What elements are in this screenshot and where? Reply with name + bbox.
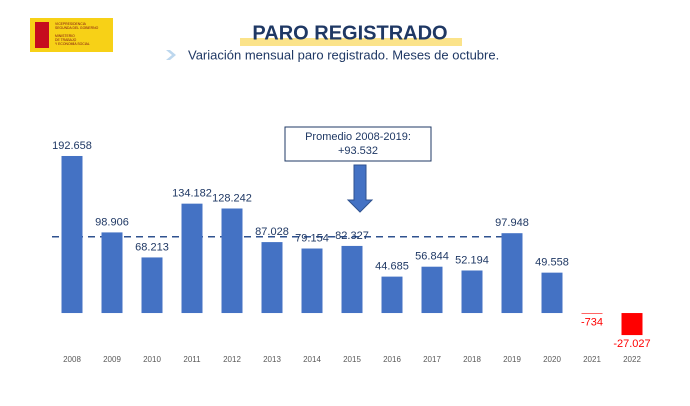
- bar: [541, 272, 563, 314]
- logo-line: MINISTERIO: [55, 34, 75, 38]
- logo-line: DE TRABAJO: [55, 38, 77, 42]
- value-label: 134.182: [172, 188, 212, 200]
- logo-line: SEGUNDA DEL GOBIERNO: [55, 26, 99, 30]
- bar: [301, 248, 323, 314]
- bar: [101, 232, 123, 314]
- bar: [261, 242, 283, 314]
- logo-text: VICEPRESIDENCIA SEGUNDA DEL GOBIERNO MIN…: [55, 22, 99, 46]
- x-tick-label: 2017: [423, 355, 441, 364]
- chart-title: PARO REGISTRADO: [252, 22, 447, 44]
- bar: [181, 203, 203, 314]
- value-label: 82.327: [335, 230, 369, 242]
- x-tick-label: 2014: [303, 355, 321, 364]
- x-tick-label: 2022: [623, 355, 641, 364]
- subtitle-icon: [166, 50, 176, 60]
- x-tick-label: 2013: [263, 355, 281, 364]
- x-tick-label: 2008: [63, 355, 81, 364]
- bar: [421, 266, 443, 314]
- annotation-box: [284, 126, 432, 162]
- bar: [501, 233, 523, 314]
- logo-line: VICEPRESIDENCIA: [55, 22, 87, 26]
- title-highlight: [240, 38, 462, 46]
- value-label: 49.558: [535, 257, 569, 269]
- value-label: 128.242: [212, 192, 252, 204]
- logo-line: Y ECONOMÍA SOCIAL: [55, 42, 90, 46]
- value-label: -734: [581, 317, 603, 329]
- annotation-arrow: [346, 164, 374, 213]
- chart-subtitle: Variación mensual paro registrado. Meses…: [188, 47, 499, 62]
- x-tick-label: 2010: [143, 355, 161, 364]
- bar: [621, 313, 643, 336]
- value-label: 79.154: [295, 232, 329, 244]
- value-label: 68.213: [135, 241, 169, 253]
- value-label: 98.906: [95, 216, 129, 228]
- value-label: 97.948: [495, 217, 529, 229]
- x-tick-label: 2015: [343, 355, 361, 364]
- bar: [461, 270, 483, 314]
- value-label: 44.685: [375, 261, 409, 273]
- x-tick-label: 2016: [383, 355, 401, 364]
- logo-shield: [35, 22, 49, 48]
- bar: [141, 257, 163, 314]
- x-tick-label: 2019: [503, 355, 521, 364]
- bar: [581, 313, 603, 314]
- x-tick-label: 2020: [543, 355, 561, 364]
- value-label: 52.194: [455, 254, 489, 266]
- value-label: 87.028: [255, 226, 289, 238]
- annotation-title: Promedio 2008-2019:: [305, 131, 411, 143]
- value-label: 192.658: [52, 140, 92, 152]
- bar: [381, 276, 403, 314]
- x-tick-label: 2018: [463, 355, 481, 364]
- annotation-value: +93.532: [338, 145, 378, 157]
- value-label: -27.027: [613, 338, 650, 350]
- bar: [61, 155, 83, 314]
- x-tick-label: 2009: [103, 355, 121, 364]
- bar: [341, 245, 363, 314]
- value-label: 56.844: [415, 251, 449, 263]
- x-tick-label: 2012: [223, 355, 241, 364]
- x-tick-label: 2021: [583, 355, 601, 364]
- x-tick-label: 2011: [183, 355, 201, 364]
- bar: [221, 208, 243, 314]
